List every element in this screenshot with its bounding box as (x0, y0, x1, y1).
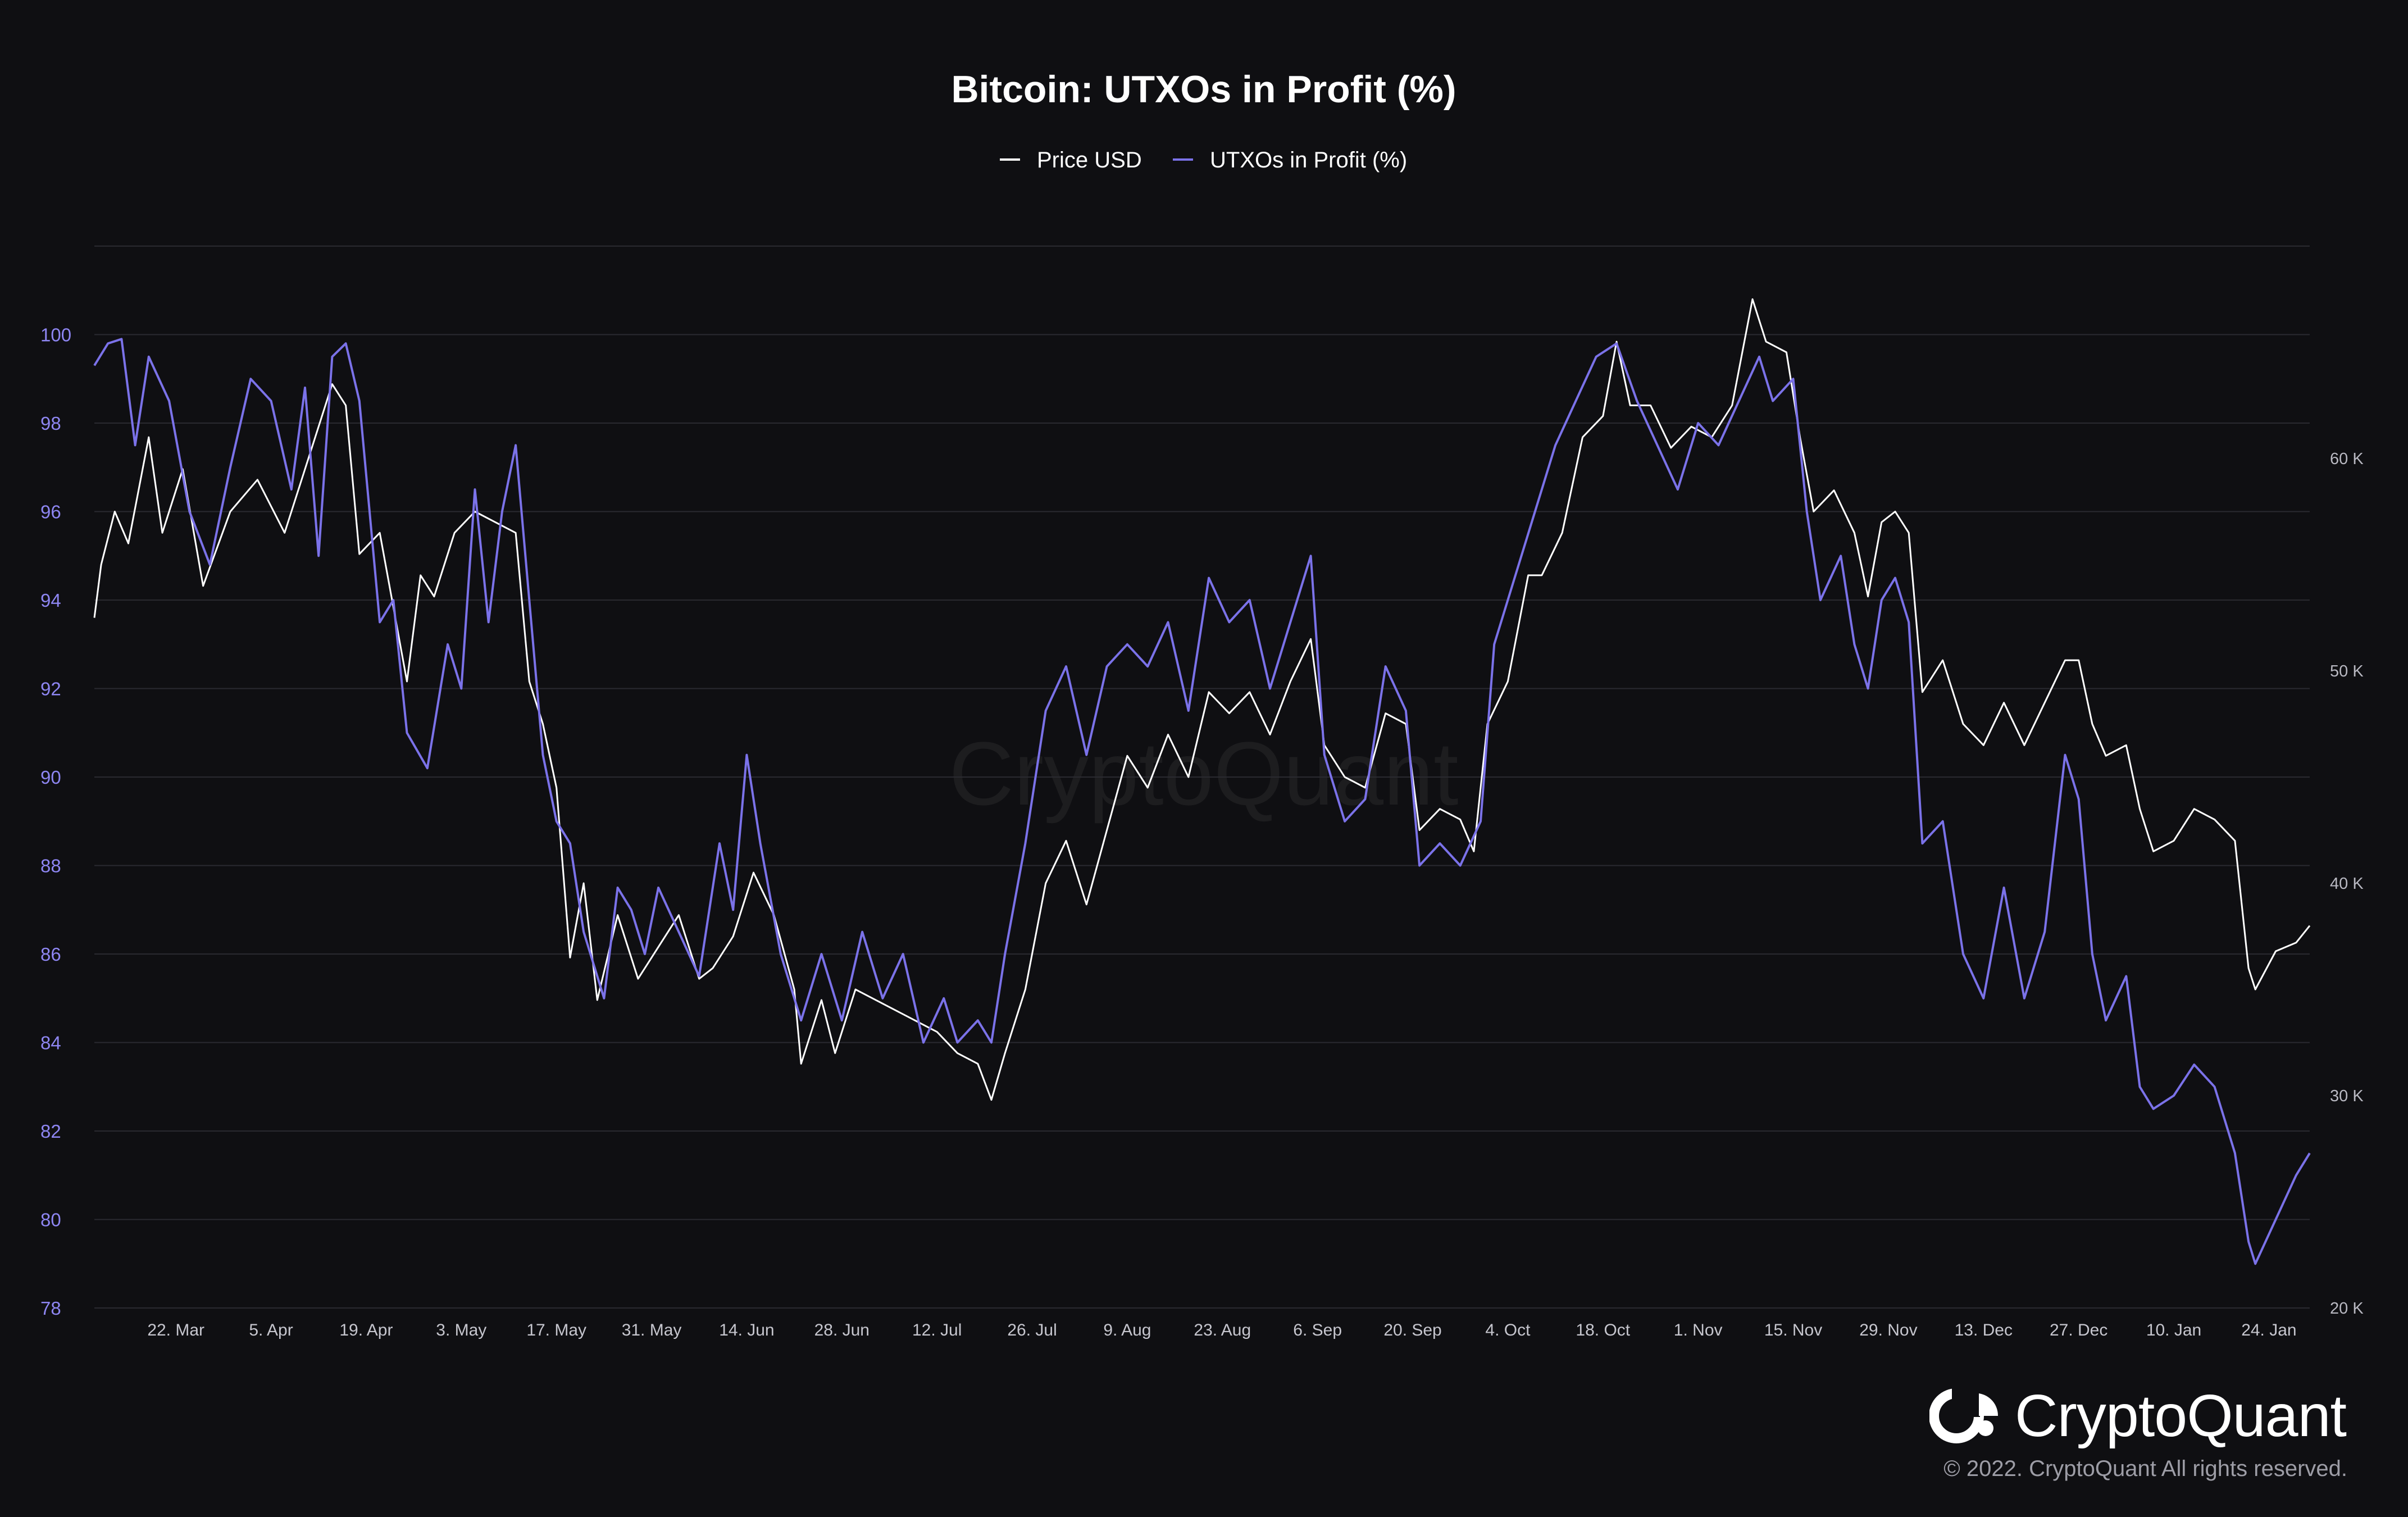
x-tick-label: 31. May (622, 1321, 682, 1339)
x-tick-label: 3. May (436, 1321, 486, 1339)
x-tick-label: 26. Jul (1007, 1321, 1057, 1339)
y-right-tick-label: 30 K (2330, 1087, 2364, 1105)
x-tick-label: 20. Sep (1383, 1321, 1441, 1339)
brand-name: CryptoQuant (2015, 1382, 2347, 1449)
y-left-tick-label: 84 (40, 1033, 61, 1053)
utxo-profit-line (93, 338, 2311, 1265)
x-axis: 22. Mar 5. Apr 19. Apr 3. May 17. May 31. May… (147, 1321, 2296, 1339)
price-line (93, 298, 2311, 1101)
x-tick-label: 24. Jan (2241, 1321, 2296, 1339)
x-tick-label: 15. Nov (1764, 1321, 1822, 1339)
y-left-tick-label: 80 (40, 1210, 61, 1230)
x-tick-label: 19. Apr (339, 1321, 393, 1339)
y-left-tick-label: 82 (40, 1121, 61, 1142)
y-axis-right: 60 K 50 K 40 K 30 K 20 K (2330, 450, 2364, 1318)
x-tick-label: 5. Apr (249, 1321, 293, 1339)
y-left-tick-label: 96 (40, 502, 61, 523)
y-left-tick-label: 90 (40, 767, 61, 788)
x-tick-label: 17. May (526, 1321, 586, 1339)
x-tick-label: 14. Jun (719, 1321, 774, 1339)
x-tick-label: 12. Jul (912, 1321, 962, 1339)
legend-price-label: Price USD (1037, 148, 1142, 172)
y-right-tick-label: 20 K (2330, 1300, 2364, 1318)
x-tick-label: 4. Oct (1485, 1321, 1531, 1339)
y-left-tick-label: 98 (40, 413, 61, 434)
x-tick-label: 10. Jan (2146, 1321, 2201, 1339)
grid-lines (94, 246, 2310, 1309)
y-axis-left: 100 98 96 94 92 90 88 86 84 82 80 78 (40, 325, 71, 1319)
x-tick-label: 22. Mar (147, 1321, 204, 1339)
x-tick-label: 9. Aug (1103, 1321, 1151, 1339)
y-right-tick-label: 50 K (2330, 662, 2364, 680)
brand-logo: CryptoQuant (1929, 1382, 2347, 1450)
legend-utxo-label: UTXOs in Profit (%) (1210, 148, 1407, 172)
x-tick-label: 23. Aug (1194, 1321, 1251, 1339)
x-tick-label: 28. Jun (814, 1321, 870, 1339)
x-tick-label: 27. Dec (2050, 1321, 2107, 1339)
y-left-tick-label: 78 (40, 1298, 61, 1319)
y-right-tick-label: 40 K (2330, 875, 2364, 893)
cryptoquant-logo-icon (1929, 1388, 1999, 1443)
y-left-tick-label: 88 (40, 856, 61, 876)
x-tick-label: 13. Dec (1955, 1321, 2013, 1339)
x-tick-label: 29. Nov (1859, 1321, 1917, 1339)
watermark: CryptoQuant (949, 723, 1458, 824)
y-right-tick-label: 60 K (2330, 450, 2364, 468)
y-left-tick-label: 92 (40, 679, 61, 700)
y-left-tick-label: 94 (40, 590, 61, 611)
x-tick-label: 6. Sep (1293, 1321, 1342, 1339)
series-lines (93, 298, 2311, 1265)
x-tick-label: 1. Nov (1674, 1321, 1723, 1339)
chart-title: Bitcoin: UTXOs in Profit (%) (951, 68, 1456, 111)
y-left-tick-label: 86 (40, 944, 61, 965)
y-left-tick-label: 100 (40, 325, 71, 346)
legend: Price USD UTXOs in Profit (%) (1000, 148, 1407, 172)
x-tick-label: 18. Oct (1576, 1321, 1630, 1339)
copyright-text: © 2022. CryptoQuant All rights reserved. (1943, 1456, 2347, 1481)
